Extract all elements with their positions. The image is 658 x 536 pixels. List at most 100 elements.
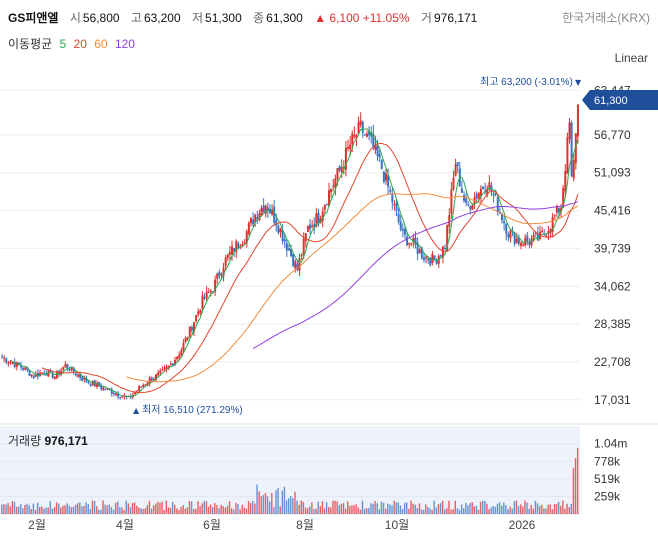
volume-bar	[239, 509, 241, 514]
candle-body	[450, 189, 453, 214]
candle-body	[233, 248, 236, 252]
volume-tick-label: 1.04m	[594, 437, 627, 451]
quote-header: GS피앤엘 시 56,800 고 63,200 저 51,300 종 61,300 ▲ …	[0, 0, 658, 28]
volume-bar	[138, 507, 140, 514]
volume-bar	[36, 502, 39, 514]
ma60-line	[126, 193, 579, 383]
candle-body	[545, 235, 548, 237]
candle-body	[562, 188, 565, 208]
volume-bar	[323, 508, 326, 514]
volume-bar	[427, 506, 429, 514]
volume-bar	[391, 505, 393, 514]
high-value: 63,200	[143, 11, 181, 25]
moving-average-legend[interactable]: 이동평균 5 20 60 120	[8, 35, 139, 52]
volume-bar	[576, 447, 579, 514]
candle-body	[243, 242, 246, 244]
candle-body	[91, 380, 94, 386]
volume-bar	[439, 503, 442, 514]
candle-body	[283, 238, 286, 242]
volume-bar	[501, 505, 503, 514]
volume-bar	[484, 501, 486, 514]
candle-body	[102, 387, 105, 391]
volume-bar	[399, 505, 402, 514]
volume-bar	[222, 506, 224, 514]
volume-bar	[425, 504, 427, 514]
volume-bar	[311, 502, 313, 514]
candle-body	[380, 160, 383, 170]
candle-body	[471, 205, 474, 210]
candle-body	[140, 386, 143, 388]
volume-bar	[505, 505, 507, 514]
volume-bar	[534, 500, 537, 514]
volume-bar	[513, 501, 516, 514]
candle-body	[55, 371, 58, 379]
volume-bar	[218, 508, 220, 514]
candle-body	[152, 378, 155, 380]
scale-mode-toggle[interactable]: Linear	[614, 51, 648, 65]
ticker-name[interactable]: GS피앤엘	[8, 11, 59, 25]
ma60-label: 60	[94, 37, 108, 51]
volume-bar	[140, 508, 142, 514]
candle-body	[566, 137, 569, 173]
volume-bar	[372, 503, 374, 514]
volume-bar	[178, 509, 180, 514]
volume-bar	[488, 509, 490, 514]
volume-bar	[256, 484, 258, 514]
last-price-value: 61,300	[594, 95, 628, 107]
candle-body	[393, 203, 396, 205]
volume-bar	[131, 502, 134, 514]
candle-body	[186, 337, 189, 340]
candle-body	[3, 357, 6, 359]
candle-body	[161, 369, 164, 371]
volume-bar	[298, 504, 300, 514]
volume-bar	[266, 496, 269, 514]
candle-body	[197, 311, 200, 315]
volume-bar	[180, 506, 182, 514]
volume-bar	[102, 500, 104, 514]
candle-body	[66, 364, 69, 369]
ma5-line	[10, 128, 579, 398]
candle-body	[403, 228, 406, 235]
candle-body	[553, 215, 556, 217]
candle-body	[444, 248, 447, 250]
volume-bar	[353, 505, 355, 514]
candle-body	[287, 248, 290, 251]
candle-body	[146, 382, 149, 386]
volume-bar	[108, 504, 111, 514]
volume-bar	[342, 503, 345, 514]
candle-body	[334, 178, 337, 189]
candle-body	[277, 225, 280, 233]
candle-body	[142, 384, 145, 388]
candle-body	[176, 356, 179, 360]
candle-body	[347, 146, 350, 149]
candle-body	[110, 389, 113, 394]
volume-bar	[460, 504, 463, 514]
volume-bar	[338, 505, 340, 514]
volume-title-label: 거래량	[8, 434, 42, 448]
volume-bar	[100, 509, 102, 514]
volume-bar	[127, 503, 130, 514]
candle-body	[144, 384, 147, 386]
volume-bar	[557, 501, 560, 514]
candle-body	[313, 224, 316, 228]
candle-body	[24, 367, 27, 370]
volume-bar	[114, 502, 117, 514]
candle-body	[564, 170, 567, 192]
time-axis-ticks: 2월 4월 6월 8월 10월 2026	[28, 518, 536, 532]
candle-body	[328, 190, 331, 206]
candle-body	[296, 263, 299, 270]
price-tick-label: 51,093	[594, 166, 631, 180]
candle-body	[557, 208, 560, 213]
volume-bar	[473, 506, 475, 514]
volume-bar	[479, 501, 482, 514]
price-tick-label: 17,031	[594, 393, 631, 407]
candle-body	[551, 216, 554, 232]
candle-body	[431, 253, 434, 264]
volume-bar	[357, 507, 359, 514]
last-price-tag: 61,300	[582, 90, 658, 110]
candle-body	[469, 205, 472, 210]
volume-bar	[528, 508, 530, 514]
volume-bar	[574, 458, 577, 514]
volume-bar	[498, 502, 501, 514]
